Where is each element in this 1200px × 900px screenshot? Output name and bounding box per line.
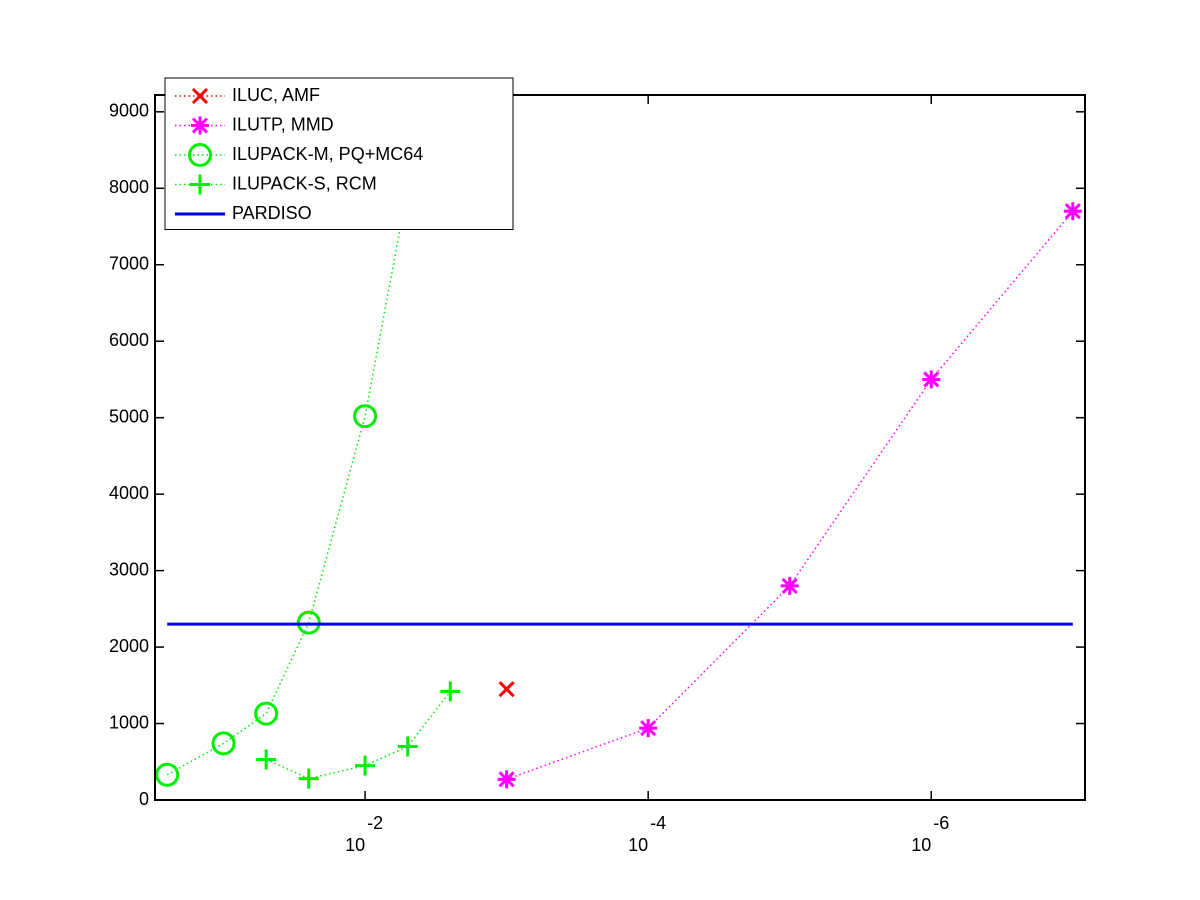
y-tick-label: 5000 [109, 406, 149, 426]
marker-stroke [498, 771, 515, 788]
marker [497, 770, 516, 789]
marker [355, 755, 376, 776]
legend-label: ILUPACK-M, PQ+MC64 [232, 144, 423, 164]
x-tick-exponent: -2 [367, 813, 383, 833]
legend-label: ILUPACK-S, RCM [232, 173, 377, 193]
marker-stroke [191, 87, 209, 105]
marker [155, 762, 180, 787]
y-tick-label: 2000 [109, 636, 149, 656]
marker [922, 370, 941, 389]
y-tick-label: 3000 [109, 559, 149, 579]
marker-stroke [498, 681, 515, 698]
marker-stroke [923, 371, 940, 388]
marker-circle [188, 143, 212, 167]
marker [254, 701, 279, 726]
x-tick-exponent: -4 [650, 813, 666, 833]
marker [191, 87, 209, 105]
legend: ILUC, AMF ILUTP, MMD ILUPACK-M, PQ+MC64 ILU… [164, 77, 514, 230]
legend-box [164, 77, 514, 230]
marker-stroke [640, 720, 657, 737]
marker [397, 736, 418, 757]
x-tick-base: 10 [911, 835, 931, 855]
marker-stroke [191, 117, 209, 134]
marker [190, 174, 210, 195]
marker-stroke [1064, 203, 1081, 220]
marker [498, 681, 515, 698]
x-tick-exponent: -6 [933, 813, 949, 833]
marker-circle [296, 610, 321, 635]
series-line [166, 188, 409, 776]
marker-stroke [781, 577, 798, 594]
marker-circle [211, 731, 236, 756]
marker [188, 143, 212, 167]
marker [639, 719, 658, 738]
y-tick-label: 7000 [109, 254, 149, 274]
legend-label: ILUTP, MMD [232, 114, 334, 134]
y-tick-label: 1000 [109, 712, 149, 732]
marker [780, 576, 799, 595]
axes-box [154, 94, 1086, 801]
marker [296, 610, 321, 635]
marker-circle [254, 701, 279, 726]
marker [256, 749, 277, 770]
y-tick-label: 8000 [109, 177, 149, 197]
marker-circle [353, 404, 378, 429]
x-tick-base: 10 [628, 835, 648, 855]
y-tick-label: 9000 [109, 101, 149, 121]
marker [211, 731, 236, 756]
y-tick-label: 4000 [109, 483, 149, 503]
y-tick-label: 6000 [109, 330, 149, 350]
marker [191, 116, 209, 135]
marker [440, 681, 461, 702]
legend-label: PARDISO [232, 203, 312, 223]
legend-label: ILUC, AMF [232, 85, 320, 105]
y-tick-label: 0 [139, 789, 149, 809]
axes: 010002000300040005000600070008000900010-… [109, 94, 1086, 855]
marker [298, 768, 319, 789]
marker [353, 404, 378, 429]
marker [1063, 202, 1082, 221]
x-tick-base: 10 [345, 835, 365, 855]
plot-area [155, 176, 1082, 789]
marker-circle [155, 762, 180, 787]
